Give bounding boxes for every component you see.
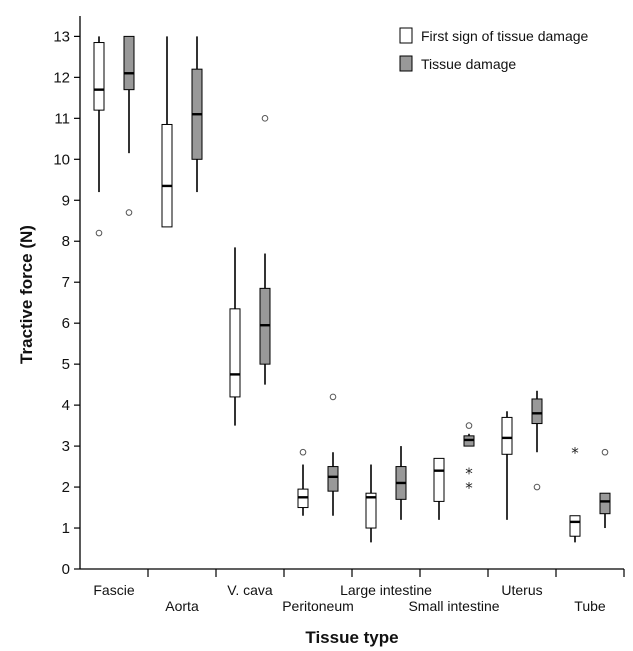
x-tick-label: Large intestine (340, 582, 432, 598)
box-iqr (501, 416, 513, 455)
box-iqr (123, 35, 135, 91)
box-iqr (365, 492, 377, 529)
box-iqr (93, 42, 105, 111)
x-tick-label: Tube (574, 598, 606, 614)
box-iqr (161, 123, 173, 228)
x-tick-label: Aorta (165, 598, 199, 614)
x-tick-label: Peritoneum (282, 598, 354, 614)
y-tick-label: 1 (62, 520, 70, 537)
x-tick-label: Fascie (93, 582, 134, 598)
outlier-circle (125, 209, 133, 216)
y-tick-label: 2 (62, 479, 70, 496)
x-tick-label: Small intestine (408, 598, 499, 614)
outlier-circle (329, 393, 337, 401)
box-first-sign (297, 448, 309, 516)
y-tick-label: 11 (54, 110, 70, 127)
box-iqr (229, 308, 241, 398)
outlier-star: * (465, 465, 473, 483)
legend-label: Tissue damage (421, 56, 516, 72)
y-tick-label: 4 (62, 397, 70, 414)
x-axis-title: Tissue type (305, 628, 398, 647)
box-first-sign (161, 36, 173, 228)
box-tissue-damage (531, 390, 543, 491)
box-iqr (531, 398, 543, 425)
box-tissue-damage (327, 393, 339, 516)
x-tick-label: V. cava (227, 582, 273, 598)
outlier-circle (299, 448, 307, 456)
outlier-circle (601, 448, 609, 456)
y-tick-label: 9 (62, 192, 70, 209)
box-iqr (569, 515, 581, 537)
outlier-circle (465, 422, 473, 429)
y-tick-label: 3 (62, 438, 70, 455)
box-tissue-damage: ** (463, 422, 475, 497)
y-tick-label: 10 (53, 151, 70, 168)
y-tick-label: 13 (53, 28, 70, 45)
box-first-sign (501, 411, 513, 520)
outlier-circle (533, 483, 541, 491)
box-first-sign (433, 457, 445, 520)
y-tick-label: 5 (62, 356, 70, 373)
box-iqr (327, 466, 339, 492)
box-first-sign (365, 464, 377, 543)
box-tissue-damage (395, 446, 407, 520)
x-tick-label: Uterus (501, 582, 542, 598)
legend: First sign of tissue damage Tissue damage (399, 27, 589, 72)
y-tick-label: 12 (53, 69, 70, 86)
box-iqr (433, 457, 445, 502)
box-first-sign: * (569, 444, 581, 543)
box-tissue-damage (123, 35, 135, 216)
y-tick-label: 8 (62, 233, 70, 250)
outlier-star: * (465, 479, 473, 497)
y-tick-label: 7 (62, 274, 70, 291)
y-axis-title: Tractive force (N) (17, 225, 36, 364)
box-tissue-damage (191, 36, 203, 193)
outlier-circle (261, 115, 269, 122)
outlier-star: * (571, 444, 579, 462)
y-tick-label: 6 (62, 315, 70, 332)
box-tissue-damage (599, 448, 611, 529)
box-first-sign (229, 247, 241, 426)
y-tick-label: 0 (62, 561, 70, 578)
box-first-sign (93, 36, 105, 237)
legend-label: First sign of tissue damage (421, 28, 589, 44)
legend-swatch (399, 27, 413, 44)
box-tissue-damage (259, 115, 271, 385)
box-iqr (599, 492, 611, 515)
legend-swatch (399, 55, 413, 72)
outlier-circle (95, 229, 103, 237)
